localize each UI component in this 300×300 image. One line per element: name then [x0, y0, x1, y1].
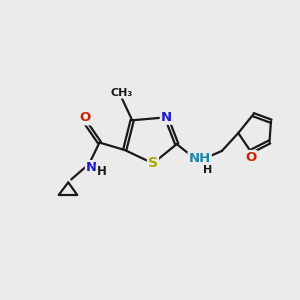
Text: H: H — [203, 165, 212, 175]
Text: S: S — [148, 156, 158, 170]
Text: O: O — [245, 151, 256, 164]
Text: O: O — [79, 111, 90, 124]
Text: NH: NH — [188, 152, 211, 165]
Text: CH₃: CH₃ — [111, 88, 133, 98]
Text: N: N — [161, 111, 172, 124]
Text: N: N — [86, 161, 97, 174]
Text: H: H — [97, 165, 106, 178]
